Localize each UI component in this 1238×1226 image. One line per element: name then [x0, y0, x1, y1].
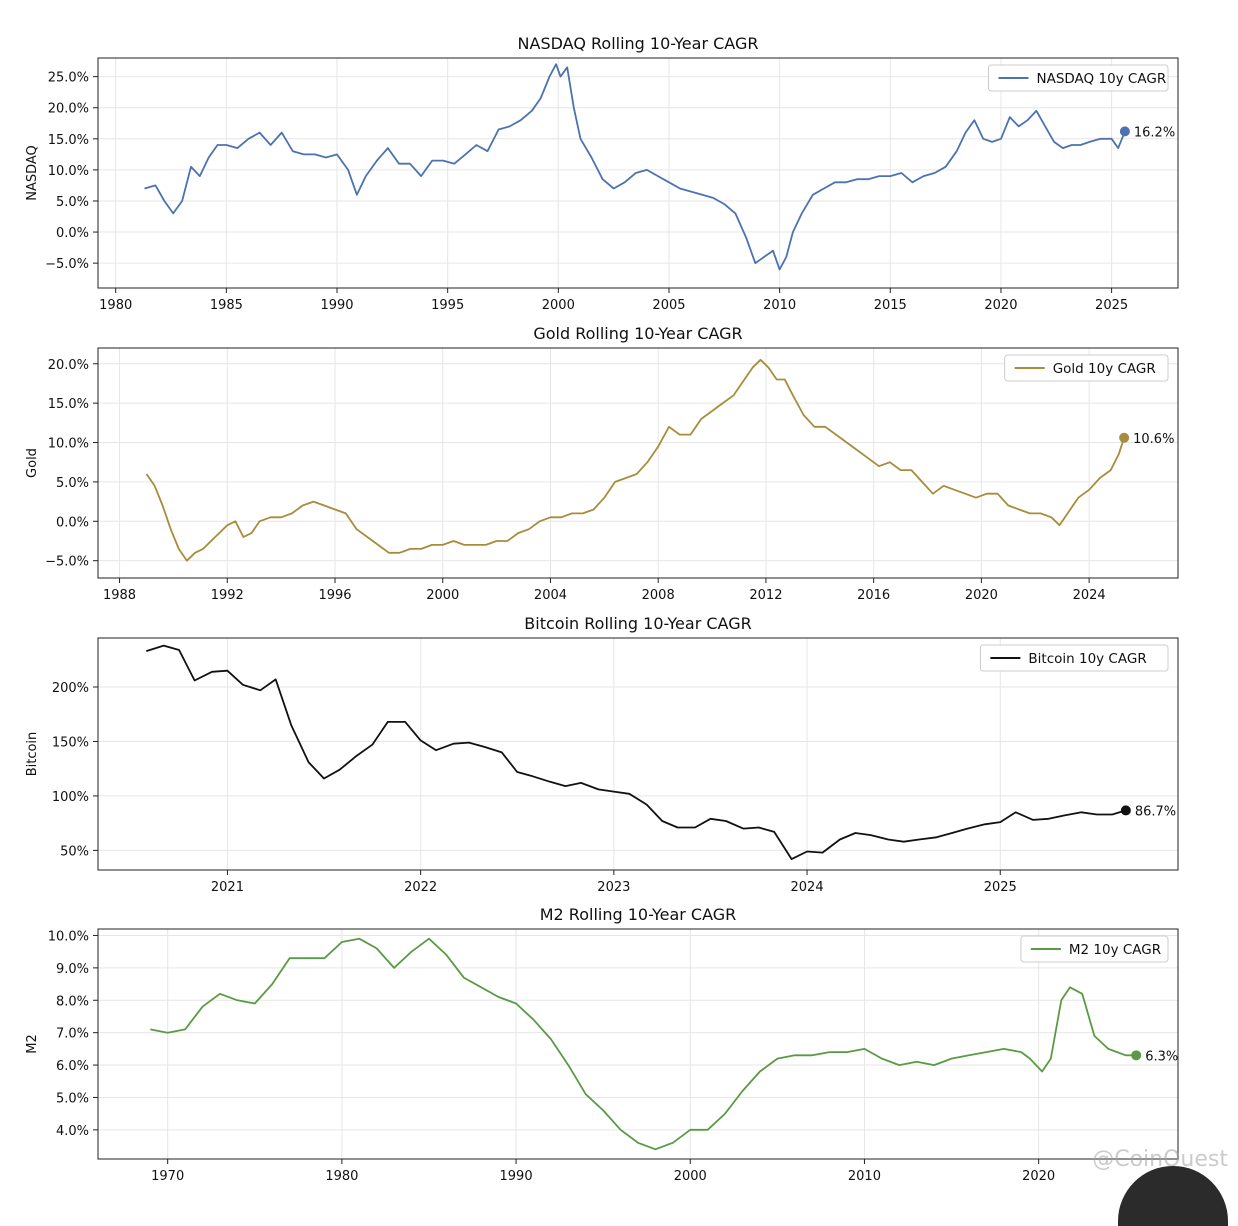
y-tick-label: 7.0% [56, 1027, 89, 1042]
plot-frame [97, 928, 1179, 1160]
x-tick-label: 2016 [857, 588, 890, 603]
end-value-label: 6.3% [1145, 1049, 1178, 1064]
x-tick-label: 2010 [848, 1169, 881, 1184]
series-line [144, 63, 1126, 271]
series-line [145, 358, 1125, 562]
legend-label: NASDAQ 10y CAGR [1037, 71, 1167, 87]
x-tick-label: 2008 [642, 588, 675, 603]
plot-frame [97, 347, 1179, 579]
legend-box [988, 64, 1169, 92]
series-line [146, 644, 1127, 860]
y-tick-label: 50% [60, 844, 89, 859]
x-tick-label: 1988 [103, 588, 136, 603]
y-tick-label: 6.0% [56, 1059, 89, 1074]
y-tick-label: −5.0% [45, 257, 89, 272]
x-tick-label: 2021 [211, 880, 244, 895]
y-tick-label: 4.0% [56, 1124, 89, 1139]
x-tick-label: 2000 [426, 588, 459, 603]
y-axis-label: Bitcoin [25, 732, 40, 777]
y-tick-label: 8.0% [56, 994, 89, 1009]
x-tick-label: 2025 [1095, 298, 1128, 313]
x-tick-label: 2000 [674, 1169, 707, 1184]
end-point-marker [1131, 1050, 1142, 1061]
x-tick-label: 2024 [1073, 588, 1106, 603]
y-tick-label: 9.0% [56, 962, 89, 977]
legend-label: Gold 10y CAGR [1053, 361, 1156, 377]
end-value-label: 16.2% [1134, 125, 1175, 140]
x-tick-label: 2025 [984, 880, 1017, 895]
x-tick-label: 2020 [1022, 1169, 1055, 1184]
x-tick-label: 2000 [542, 298, 575, 313]
end-point-marker [1119, 432, 1130, 443]
x-tick-label: 1992 [211, 588, 244, 603]
y-axis-label: NASDAQ [25, 145, 40, 201]
chart-panel-0: NASDAQ Rolling 10-Year CAGR 1980 1985 1990 1… [25, 34, 1179, 313]
chart-panel-3: M2 Rolling 10-Year CAGR 1970 1980 1990 2000 2… [25, 905, 1179, 1184]
x-tick-label: 2010 [763, 298, 796, 313]
y-tick-label: 15.0% [48, 397, 89, 412]
y-tick-label: 20.0% [48, 102, 89, 117]
chart-title: M2 Rolling 10-Year CAGR [540, 905, 737, 924]
chart-panel-1: Gold Rolling 10-Year CAGR 1988 1992 1996 200… [25, 324, 1179, 603]
y-tick-label: 10.0% [48, 929, 89, 944]
y-tick-label: 15.0% [48, 133, 89, 148]
x-tick-label: 1970 [151, 1169, 184, 1184]
x-tick-label: 2024 [791, 880, 824, 895]
x-tick-label: 1996 [318, 588, 351, 603]
x-tick-label: 1990 [320, 298, 353, 313]
legend-box [1020, 935, 1169, 963]
x-tick-label: 2015 [874, 298, 907, 313]
legend-box [979, 644, 1169, 672]
x-tick-label: 2004 [534, 588, 567, 603]
chart-figure: NASDAQ Rolling 10-Year CAGR 1980 1985 1990 1… [25, 34, 1179, 1184]
end-point-marker [1119, 126, 1130, 137]
x-tick-label: 2022 [404, 880, 437, 895]
x-tick-label: 1980 [325, 1169, 358, 1184]
y-tick-label: 25.0% [48, 71, 89, 86]
y-tick-label: 20.0% [48, 358, 89, 373]
y-tick-label: 0.0% [56, 226, 89, 241]
y-tick-label: 100% [52, 790, 89, 805]
end-value-label: 10.6% [1133, 432, 1174, 447]
y-tick-label: 5.0% [56, 476, 89, 491]
x-tick-label: 1995 [431, 298, 464, 313]
chart-title: NASDAQ Rolling 10-Year CAGR [518, 34, 759, 53]
chart-panel-2: Bitcoin Rolling 10-Year CAGR 2021 2022 2023… [25, 614, 1179, 895]
y-tick-label: 200% [52, 681, 89, 696]
y-tick-label: 150% [52, 735, 89, 750]
end-point-marker [1120, 805, 1131, 816]
legend-label: M2 10y CAGR [1069, 942, 1161, 958]
y-tick-label: 10.0% [48, 164, 89, 179]
y-axis-label: Gold [25, 448, 40, 478]
x-tick-label: 2012 [749, 588, 782, 603]
plot-frame [97, 637, 1179, 871]
x-tick-label: 1980 [99, 298, 132, 313]
y-tick-label: 5.0% [56, 1091, 89, 1106]
x-tick-label: 1985 [210, 298, 243, 313]
chart-title: Gold Rolling 10-Year CAGR [533, 324, 742, 343]
y-tick-label: 10.0% [48, 437, 89, 452]
x-tick-label: 2020 [965, 588, 998, 603]
y-tick-label: −5.0% [45, 555, 89, 570]
x-tick-label: 2023 [597, 880, 630, 895]
legend-box [1004, 354, 1169, 382]
y-axis-label: M2 [25, 1034, 40, 1054]
series-line [150, 937, 1137, 1151]
x-tick-label: 2020 [984, 298, 1017, 313]
y-tick-label: 0.0% [56, 515, 89, 530]
end-value-label: 86.7% [1135, 804, 1176, 819]
legend-label: Bitcoin 10y CAGR [1028, 651, 1146, 667]
chart-title: Bitcoin Rolling 10-Year CAGR [524, 614, 751, 633]
x-tick-label: 2005 [652, 298, 685, 313]
y-tick-label: 5.0% [56, 195, 89, 210]
x-tick-label: 1990 [500, 1169, 533, 1184]
plot-frame [97, 57, 1179, 289]
